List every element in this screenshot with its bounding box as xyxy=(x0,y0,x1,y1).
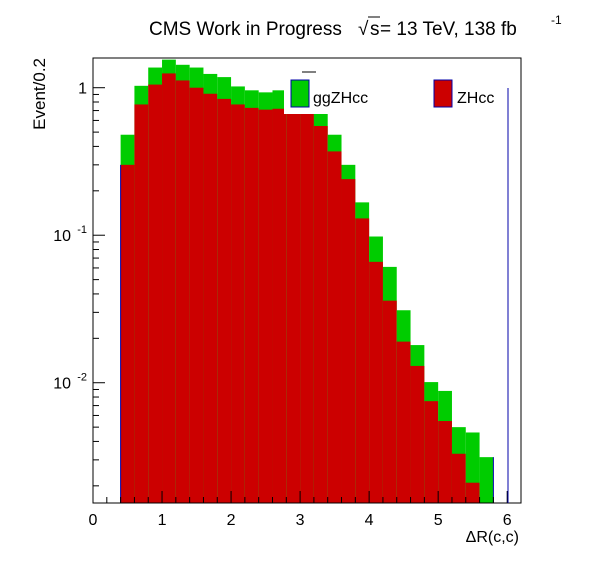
y-axis-label: Event/0.2 xyxy=(30,58,49,130)
bar-zhcc xyxy=(231,104,245,503)
y-tick-exponent: -2 xyxy=(77,372,87,384)
x-tick-label: 2 xyxy=(227,512,236,529)
y-tick-label: 10 xyxy=(53,376,71,393)
x-tick-label: 0 xyxy=(89,512,98,529)
x-axis-label: ΔR(c,c) xyxy=(466,529,519,546)
bar-zhcc xyxy=(175,80,190,503)
bar-zhcc xyxy=(341,179,356,503)
bar-zhcc xyxy=(148,84,163,504)
x-tick-label: 3 xyxy=(296,512,305,529)
x-tick-label: 5 xyxy=(434,512,443,529)
legend-background xyxy=(284,72,510,114)
x-tick-label: 1 xyxy=(158,512,167,529)
bar-zhcc xyxy=(300,101,314,504)
bar-zhcc xyxy=(396,341,411,503)
bar-zhcc xyxy=(189,87,204,504)
bar-zhcc xyxy=(244,107,259,503)
chart-title: CMS Work in Progress xyxy=(149,19,342,40)
bar-ggzhcc xyxy=(479,457,494,503)
bar-zhcc xyxy=(217,98,232,504)
legend-label-ggzhcc: ggZHcc xyxy=(313,90,368,107)
bar-zhcc xyxy=(162,73,176,504)
chart-energy-label: s xyxy=(370,19,380,40)
bar-zhcc xyxy=(327,151,342,503)
bar-zhcc xyxy=(451,453,466,503)
bar-zhcc xyxy=(369,261,383,503)
bar-zhcc xyxy=(382,300,397,503)
y-tick-exponent: -1 xyxy=(77,224,87,236)
bar-zhcc xyxy=(203,93,218,503)
legend-swatch-zhcc xyxy=(433,79,453,108)
y-tick-label: 1 xyxy=(78,81,87,98)
bar-zhcc xyxy=(134,104,149,503)
x-tick-label: 6 xyxy=(503,512,512,529)
legend-label-zhcc: ZHcc xyxy=(457,90,494,107)
y-axis: 10 -2 10 -1 1 xyxy=(53,81,105,487)
legend-swatch-ggzhcc xyxy=(290,79,310,108)
legend: ggZHcc ZHcc xyxy=(284,72,510,114)
bar-zhcc xyxy=(258,109,273,504)
bar-zhcc xyxy=(272,108,287,503)
bar-zhcc xyxy=(410,365,425,503)
bar-zhcc xyxy=(286,105,301,503)
x-axis: 0 1 2 3 4 5 6 xyxy=(89,491,522,529)
bar-zhcc xyxy=(424,401,439,503)
sqrt-symbol: √ xyxy=(358,19,369,40)
histogram-bars xyxy=(120,59,494,504)
bar-zhcc xyxy=(465,482,480,503)
plot-frame xyxy=(92,57,522,504)
y-tick-label: 10 xyxy=(53,228,71,245)
x-tick-label: 4 xyxy=(365,512,374,529)
bar-zhcc xyxy=(120,164,135,504)
chart-energy-value: = 13 TeV, 138 fb xyxy=(380,19,517,40)
bar-zhcc xyxy=(438,421,452,503)
bar-zhcc xyxy=(355,218,370,504)
chart-lumi-exponent: -1 xyxy=(551,13,562,27)
bar-zhcc xyxy=(313,126,328,504)
